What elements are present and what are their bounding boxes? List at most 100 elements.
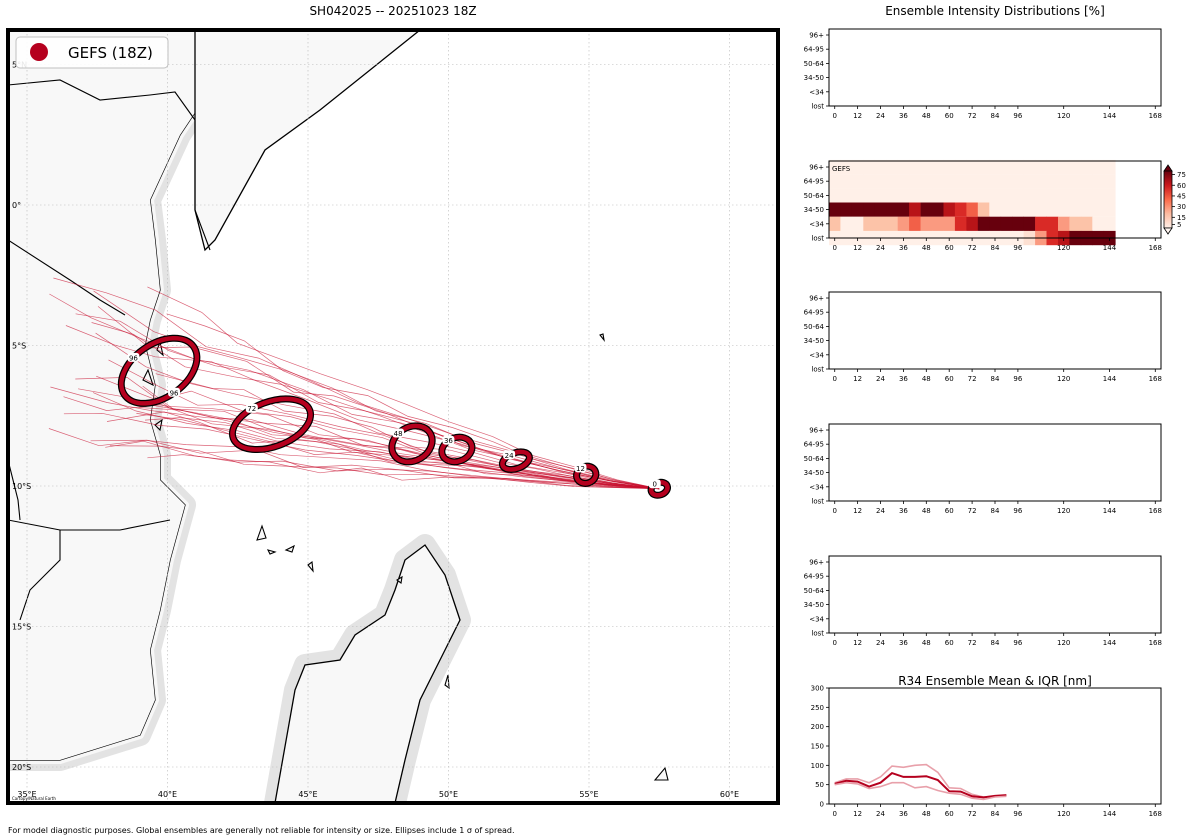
y-tick-label: 50-64 (804, 455, 825, 463)
intensity-panel[interactable]: 96+ 64-95 50-64 34-50 <34 lost 0 12 24 36 48 60 72 84… (804, 291, 1162, 383)
heatmap-cell (909, 216, 921, 231)
heatmap-cell (886, 174, 898, 189)
heatmap-cell (829, 202, 841, 217)
r34-x-tick-label: 168 (1149, 810, 1162, 818)
heatmap-cell (886, 216, 898, 231)
heatmap-cell (1035, 202, 1047, 217)
heatmap-cell (1069, 174, 1082, 189)
heatmap-cell (829, 216, 841, 231)
heatmap-cell (1080, 202, 1093, 217)
ensemble-track-line (95, 332, 660, 490)
x-tick-label: 0 (832, 507, 836, 515)
heatmap-cell (943, 159, 956, 175)
ensemble-track-line (48, 428, 660, 490)
r34-x-tick-label: 144 (1103, 810, 1117, 818)
x-tick-label: 36 (899, 244, 908, 252)
heatmap-cell (1023, 174, 1036, 189)
y-tick-label: 50-64 (804, 60, 825, 68)
y-tick-label: 64-95 (804, 441, 824, 449)
panel-frame (828, 291, 1162, 370)
heatmap-cell (851, 188, 864, 203)
lon-label: 35°E (17, 790, 36, 799)
heatmap-cell (897, 202, 910, 217)
ellipse-hour-label: 96 (170, 389, 179, 397)
heatmap-cell (840, 188, 853, 203)
x-tick-label: 24 (876, 375, 885, 383)
y-tick-label: 96+ (809, 164, 824, 172)
lon-label: 50°E (439, 790, 458, 799)
heatmap-cell (977, 188, 990, 203)
heatmap-cell (966, 188, 979, 203)
intensity-panel[interactable]: 96+ 64-95 50-64 34-50 <34 lost 0 12 24 36 48 60 72 84… (804, 423, 1162, 515)
svg-text:Cartopy/Natural Earth: Cartopy/Natural Earth (12, 796, 56, 801)
heatmap-cell (1023, 216, 1036, 231)
heatmap-cell (1046, 188, 1059, 203)
x-tick-label: 96 (1013, 375, 1022, 383)
heatmap-cell (966, 202, 979, 217)
y-tick-label: lost (811, 366, 824, 374)
r34-y-tick-label: 100 (811, 762, 824, 770)
heatmap-cell (1103, 188, 1116, 203)
x-tick-label: 120 (1057, 112, 1070, 120)
y-tick-label: 50-64 (804, 192, 825, 200)
heatmap-cell (920, 188, 933, 203)
ellipse-label-bg (442, 435, 455, 445)
ensemble-track-line (50, 386, 660, 490)
x-tick-label: 60 (945, 112, 954, 120)
x-tick-label: 84 (991, 507, 1000, 515)
r34-x-tick-label: 72 (968, 810, 977, 818)
y-tick-label: <34 (809, 483, 824, 491)
heatmap-cell (977, 202, 990, 217)
intensity-panel[interactable]: GEFS 96+ 64-95 50-64 34-50 <34 lost 0 12 24 36 48 60… (804, 159, 1162, 252)
ellipse-label-bg (245, 403, 258, 413)
x-tick-label: 12 (853, 112, 862, 120)
r34-x-tick-label: 84 (991, 810, 1000, 818)
heatmap-cell (954, 216, 967, 231)
colorbar: 75 60 45 30 155 (1163, 164, 1186, 235)
x-tick-label: 12 (853, 244, 862, 252)
r34-plot[interactable]: 300 250 200 150 100 50 00 12 24 36 48 60 72 84 96 120 14… (811, 685, 1162, 819)
heatmap-cell (909, 188, 921, 203)
ellipse-ring (230, 396, 313, 452)
intensity-panel[interactable]: 96+ 64-95 50-64 34-50 <34 lost 0 12 24 36 48 60 72 84… (804, 28, 1162, 120)
y-tick-label: 34-50 (804, 337, 824, 345)
panel-frame (828, 555, 1162, 634)
y-tick-label: 50-64 (804, 587, 825, 595)
y-tick-label: <34 (809, 88, 824, 96)
y-tick-label: <34 (809, 615, 824, 623)
x-tick-label: 0 (832, 244, 836, 252)
intensity-panel[interactable]: 96+ 64-95 50-64 34-50 <34 lost 0 12 24 36 48 60 72 84… (804, 555, 1162, 647)
y-tick-label: 34-50 (804, 601, 824, 609)
legend-label: GEFS (18Z) (68, 44, 153, 62)
x-tick-label: 72 (968, 112, 977, 120)
ensemble-track-line (78, 388, 660, 490)
y-tick-label: 96+ (809, 427, 824, 435)
heatmap-cell (886, 202, 898, 217)
ellipse-label-bg (574, 463, 587, 473)
heatmap-cell (1000, 174, 1013, 189)
heatmap-cell (897, 188, 910, 203)
heatmap-cell (897, 174, 910, 189)
heatmap-cell (851, 216, 864, 231)
intensity-title: Ensemble Intensity Distributions [%] (885, 4, 1105, 18)
heatmap-cell (897, 159, 910, 175)
x-tick-label: 168 (1149, 507, 1162, 515)
heatmap-cell (840, 202, 853, 217)
x-tick-label: 84 (991, 375, 1000, 383)
heatmap-cell (932, 202, 944, 217)
x-tick-label: 84 (991, 244, 1000, 252)
heatmap-cell (1080, 216, 1093, 231)
heatmap-cell (1012, 216, 1024, 231)
heatmap-cell (943, 174, 956, 189)
heatmap-cell (874, 202, 887, 217)
heatmap-cell (1103, 216, 1116, 231)
colorbar-tick-label: 60 (1177, 182, 1186, 190)
heatmap-cell (1046, 216, 1059, 231)
x-tick-label: 60 (945, 507, 954, 515)
gefs-label: GEFS (832, 165, 851, 173)
ensemble-track-line (49, 293, 660, 490)
y-tick-label: 34-50 (804, 74, 824, 82)
heatmap-cell (874, 188, 887, 203)
heatmap-cell (943, 216, 956, 231)
